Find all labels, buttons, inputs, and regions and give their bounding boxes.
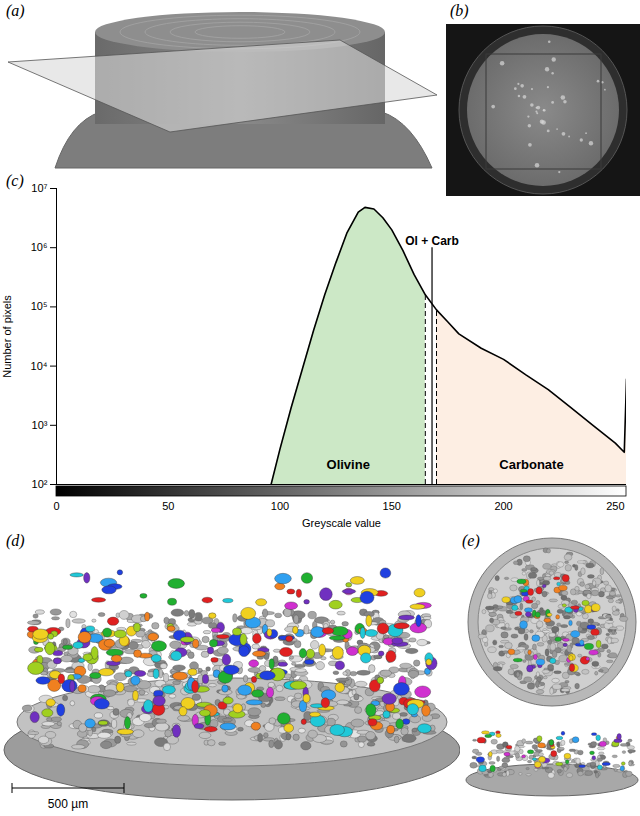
svg-text:0: 0 xyxy=(53,500,59,512)
svg-text:Carbonate: Carbonate xyxy=(499,457,563,472)
svg-text:Olivine: Olivine xyxy=(327,457,370,472)
svg-text:100: 100 xyxy=(271,500,289,512)
html-text:(d): (d) xyxy=(6,532,25,549)
svg-text:10⁶: 10⁶ xyxy=(31,241,48,253)
svg-text:Ol + Carb: Ol + Carb xyxy=(405,234,459,248)
svg-text:150: 150 xyxy=(383,500,401,512)
svg-text:10²: 10² xyxy=(32,478,48,490)
svg-text:500 µm: 500 µm xyxy=(48,797,88,811)
svg-text:10⁴: 10⁴ xyxy=(31,360,48,372)
svg-text:Greyscale value: Greyscale value xyxy=(302,517,381,529)
svg-text:50: 50 xyxy=(162,500,174,512)
html-text:(a): (a) xyxy=(6,2,25,19)
html-text:(b): (b) xyxy=(450,2,469,19)
svg-text:200: 200 xyxy=(494,500,512,512)
svg-text:10⁵: 10⁵ xyxy=(31,300,48,312)
svg-text:10⁷: 10⁷ xyxy=(31,182,47,194)
svg-text:Number of pixels: Number of pixels xyxy=(1,295,13,378)
html-text:(c): (c) xyxy=(6,172,24,189)
html-text:(e): (e) xyxy=(462,532,480,549)
svg-text:250: 250 xyxy=(606,500,624,512)
svg-text:10³: 10³ xyxy=(32,419,48,431)
